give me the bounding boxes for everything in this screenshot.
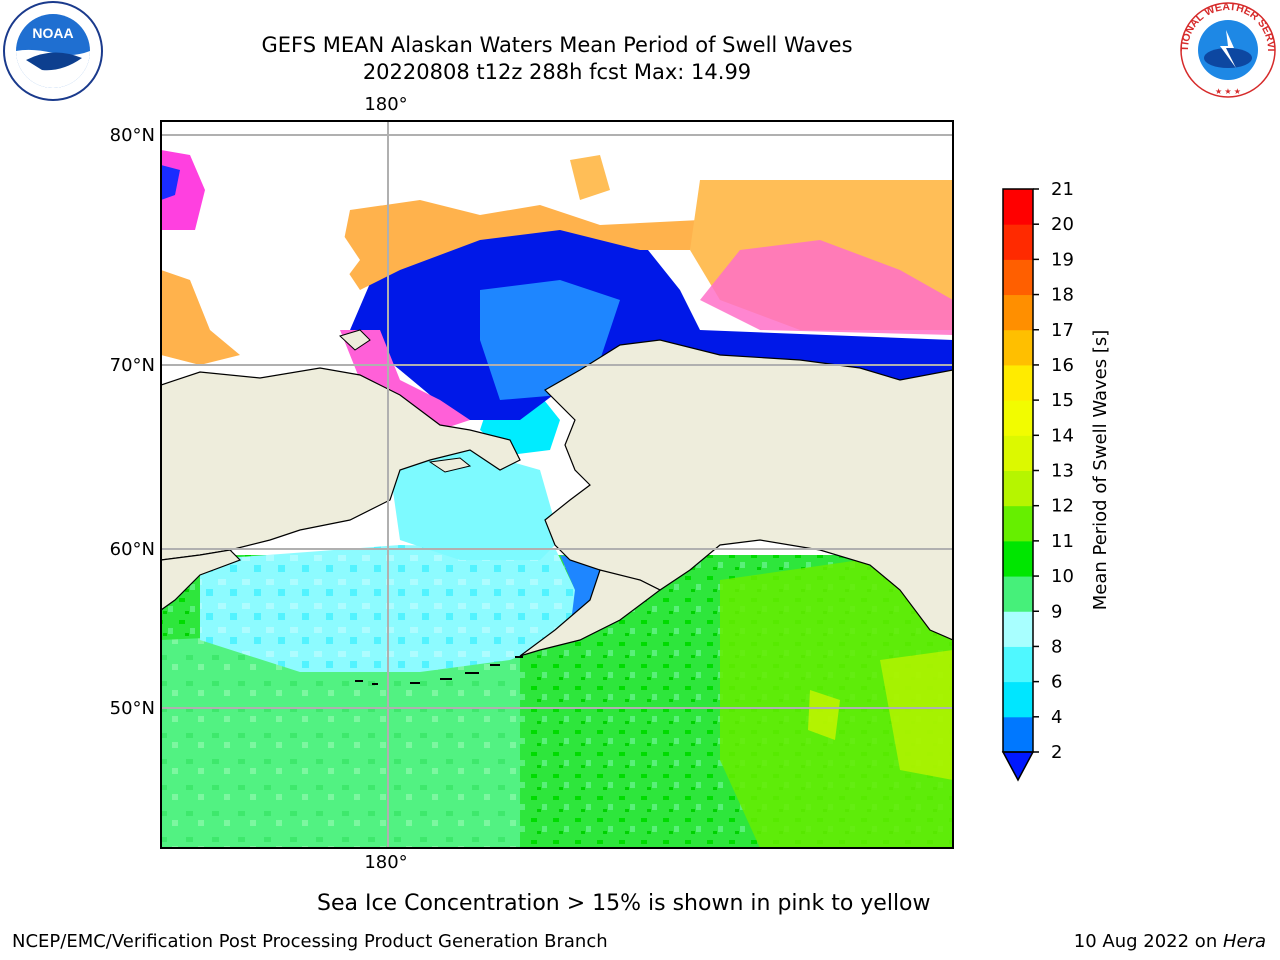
footer-date: 10 Aug 2022 on Hera (1074, 931, 1266, 952)
map-subtitle: 20220808 t12z 288h fcst Max: 14.99 (362, 60, 752, 84)
land-kamchatka (161, 549, 242, 611)
latitude-label-70: 70°N (110, 355, 155, 376)
colorbar-segment (1003, 364, 1033, 401)
colorbar-tick-label: 4 (1051, 707, 1062, 728)
colorbar-tick-label: 14 (1051, 425, 1074, 446)
land-siberia (161, 367, 521, 561)
colorbar-tick-label: 12 (1051, 496, 1074, 517)
colorbar-segment (1003, 400, 1033, 436)
latitude-label-50: 50°N (110, 698, 155, 719)
bottom-longitude-label: 180° (364, 852, 407, 873)
colorbar-segment (1003, 224, 1033, 260)
sea-ice-orange-north (340, 200, 700, 290)
colorbar-label: Mean Period of Swell Waves [s] (1090, 330, 1111, 611)
colorbar-segment (1003, 189, 1033, 225)
noaa-logo: NOAA (3, 1, 103, 101)
swell-field-bering-north (390, 450, 560, 560)
land-alaska (544, 339, 953, 641)
colorbar-tick-label: 17 (1051, 320, 1074, 341)
colorbar-tick-label: 18 (1051, 285, 1074, 306)
latitude-label-80: 80°N (110, 125, 155, 146)
colorbar-tick-label: 16 (1051, 355, 1074, 376)
sea-ice-note: Sea Ice Concentration > 15% is shown in … (317, 891, 931, 916)
colorbar-segment (1003, 540, 1033, 577)
colorbar-tick-label: 10 (1051, 566, 1074, 587)
land-wrangel-island (339, 329, 371, 351)
map-frame (160, 120, 954, 849)
noaa-text: NOAA (32, 25, 73, 41)
colorbar-segment (1003, 611, 1033, 647)
colorbar-segment (1003, 470, 1033, 507)
colorbar-tick-label: 20 (1051, 214, 1074, 235)
colorbar-tick-label: 21 (1051, 179, 1074, 200)
aleutian-islands (355, 656, 523, 685)
colorbar: 2 4 6 8 9 10 11 12 13 14 15 16 17 18 19 20 21 (1001, 179, 1074, 782)
colorbar-segment (1003, 716, 1033, 753)
latitude-label-60: 60°N (110, 539, 155, 560)
swell-field-max (880, 650, 953, 780)
colorbar-tick-label: 9 (1051, 601, 1062, 622)
colorbar-under-arrow (1001, 751, 1035, 782)
colorbar-segment (1003, 259, 1033, 296)
colorbar-tick-label: 11 (1051, 531, 1074, 552)
land-st-lawrence-island (428, 457, 472, 473)
colorbar-tick-label: 13 (1051, 461, 1074, 482)
colorbar-tick-label: 15 (1051, 390, 1074, 411)
colorbar-segment (1003, 505, 1033, 542)
colorbar-tick-label: 2 (1051, 742, 1062, 763)
colorbar-segment (1003, 576, 1033, 612)
colorbar-segment (1003, 329, 1033, 366)
map-title: GEFS MEAN Alaskan Waters Mean Period of … (261, 33, 853, 57)
sea-ice-orange-patch (570, 155, 610, 200)
colorbar-segment (1003, 294, 1033, 331)
top-longitude-label: 180° (364, 94, 407, 115)
svg-text:★ ★ ★: ★ ★ ★ (1215, 87, 1241, 96)
national-weather-service-logo: NATIONAL WEATHER SERVICE ★ ★ ★ (1176, 0, 1277, 98)
swell-field-max-patch (808, 690, 840, 740)
colorbar-tick-label: 19 (1051, 249, 1074, 270)
footer-machine: Hera (1222, 931, 1266, 952)
map-gridlines (161, 121, 953, 848)
sea-ice-orange-west (161, 270, 240, 365)
footer-date-text: 10 Aug 2022 on (1073, 931, 1223, 952)
colorbar-tick-label: 6 (1051, 672, 1062, 693)
swell-field-bering (200, 545, 580, 672)
footer-credit: NCEP/EMC/Verification Post Processing Pr… (12, 931, 608, 952)
swell-field-corner (161, 165, 180, 200)
land-alaska-peninsula (519, 569, 662, 657)
sea-ice-pink-chukchi (340, 330, 470, 430)
colorbar-segment (1003, 646, 1033, 683)
colorbar-segment (1003, 681, 1033, 718)
missing-data-patch (220, 215, 360, 300)
map-area (161, 121, 953, 848)
colorbar-tick-label: 8 (1051, 636, 1062, 657)
sea-ice-pink-east (700, 240, 953, 335)
swell-field-west (161, 620, 520, 848)
colorbar-segment (1003, 435, 1033, 471)
